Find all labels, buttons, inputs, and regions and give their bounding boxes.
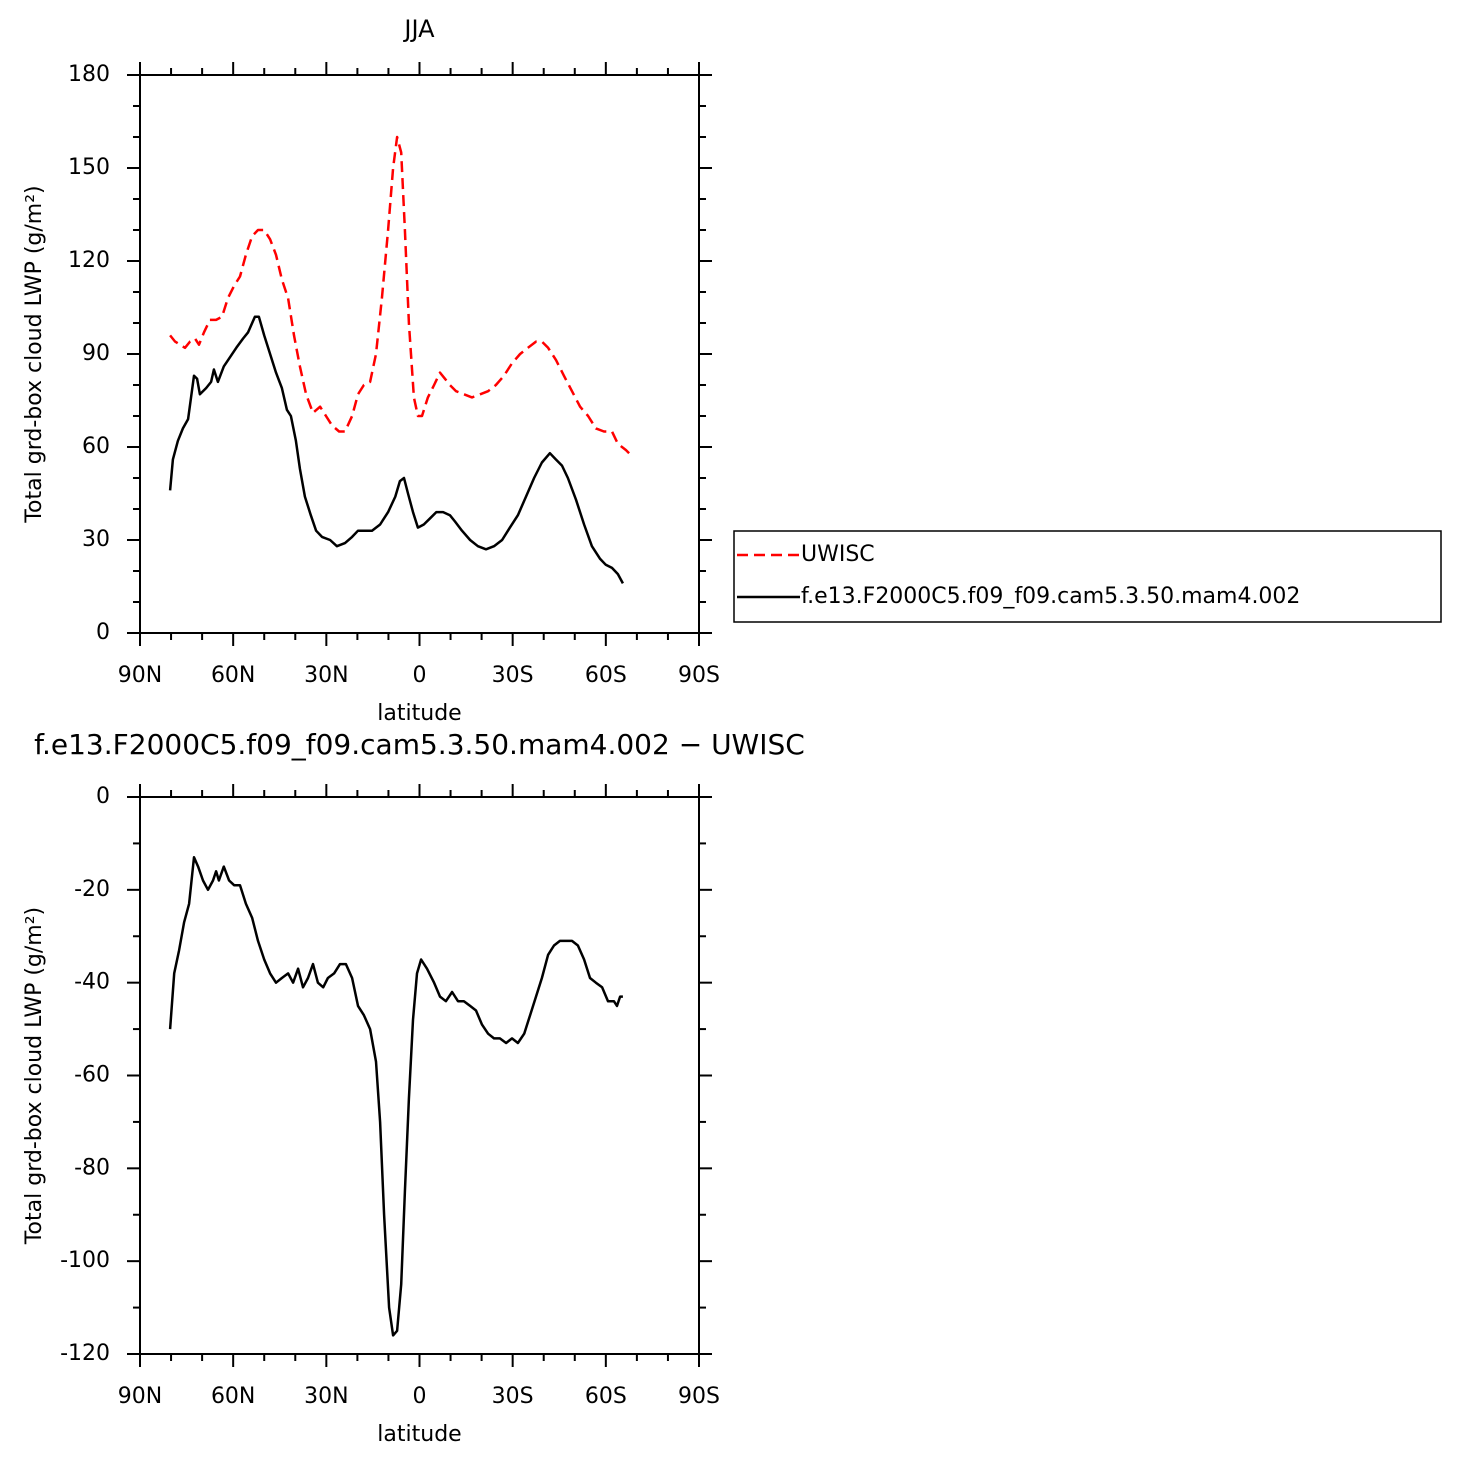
x-tick-label: 30S <box>492 663 534 688</box>
x-tick-label: 90N <box>118 1384 162 1409</box>
data-line <box>169 135 630 455</box>
plot-frame <box>139 796 700 1355</box>
data-line <box>168 856 623 1337</box>
y-tick-label: -80 <box>74 1155 110 1180</box>
x-tick-label: 0 <box>413 1384 427 1409</box>
x-tick-label: 90S <box>678 1384 720 1409</box>
y-axis-label: Total grd-box cloud LWP (g/m²) <box>22 185 47 523</box>
y-axis-label: Total grd-box cloud LWP (g/m²) <box>22 907 47 1245</box>
y-tick-label: 0 <box>96 784 110 809</box>
y-tick-label: 60 <box>82 434 110 459</box>
x-tick-label: 60S <box>585 1384 627 1409</box>
x-tick-label: 30S <box>492 1384 534 1409</box>
x-tick-label: 30N <box>304 663 348 688</box>
x-tick-label: 30N <box>304 1384 348 1409</box>
chart-title: JJA <box>402 15 435 43</box>
x-tick-label: 90S <box>678 663 720 688</box>
legend-box <box>733 530 1442 623</box>
chart-title: f.e13.F2000C5.f09_f09.cam5.3.50.mam4.002… <box>34 728 805 761</box>
x-axis-label: latitude <box>377 1422 461 1447</box>
data-line <box>168 315 625 584</box>
y-tick-label: 180 <box>68 62 110 87</box>
x-tick-label: 0 <box>413 663 427 688</box>
x-tick-label: 60S <box>585 663 627 688</box>
x-axis-label: latitude <box>377 701 461 726</box>
y-tick-label: -40 <box>74 970 110 995</box>
y-tick-label: -120 <box>60 1341 110 1366</box>
y-tick-label: 120 <box>68 248 110 273</box>
y-tick-label: 150 <box>68 155 110 180</box>
plot-frame <box>139 74 700 634</box>
x-tick-label: 90N <box>118 663 162 688</box>
y-tick-label: -20 <box>74 877 110 902</box>
y-tick-label: 90 <box>82 341 110 366</box>
y-tick-label: -60 <box>74 1063 110 1088</box>
x-tick-label: 60N <box>211 1384 255 1409</box>
legend-label: f.e13.F2000C5.f09_f09.cam5.3.50.mam4.002 <box>801 584 1300 609</box>
legend-label: UWISC <box>801 542 875 567</box>
x-tick-label: 60N <box>211 663 255 688</box>
y-tick-label: 30 <box>82 527 110 552</box>
y-tick-label: 0 <box>96 620 110 645</box>
y-tick-label: -100 <box>60 1248 110 1273</box>
